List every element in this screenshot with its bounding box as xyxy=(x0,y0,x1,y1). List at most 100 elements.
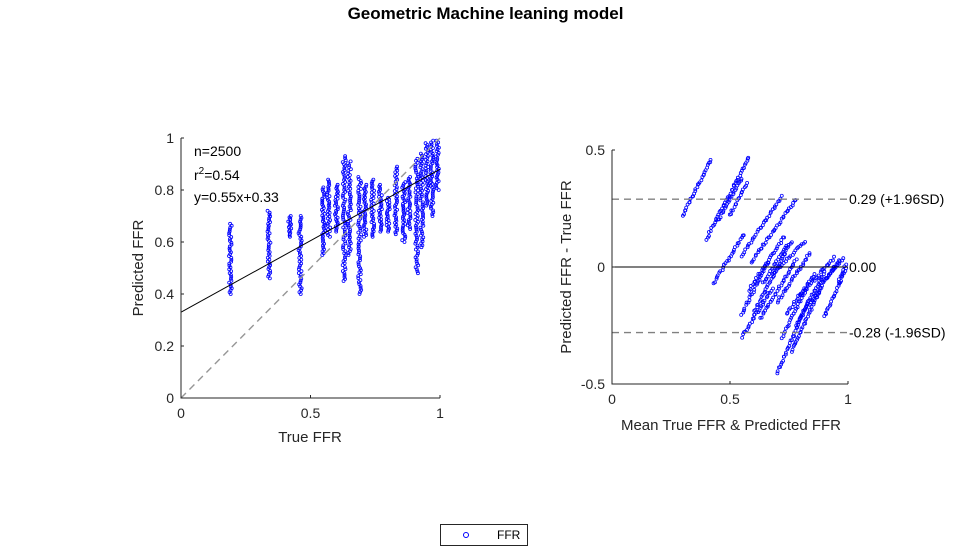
data-point xyxy=(408,209,413,213)
data-point xyxy=(362,225,367,230)
data-point xyxy=(743,161,748,166)
data-point xyxy=(801,261,806,266)
data-point xyxy=(407,205,412,210)
data-point xyxy=(799,242,804,247)
data-point xyxy=(370,207,374,212)
data-point xyxy=(780,293,785,298)
data-point xyxy=(431,210,436,215)
data-point xyxy=(394,219,399,223)
data-point xyxy=(756,271,761,276)
data-point xyxy=(421,212,425,216)
data-point xyxy=(327,183,332,188)
data-point xyxy=(321,245,326,250)
data-point xyxy=(320,200,325,205)
data-point xyxy=(416,208,420,212)
data-point xyxy=(413,166,418,171)
data-point xyxy=(413,241,418,246)
data-point xyxy=(321,217,326,222)
data-point xyxy=(288,214,293,218)
data-point xyxy=(423,163,428,168)
data-point xyxy=(811,302,816,307)
data-point xyxy=(401,203,405,208)
data-point xyxy=(358,238,363,243)
data-point xyxy=(356,202,361,207)
data-point xyxy=(810,278,815,283)
data-point xyxy=(370,212,375,217)
equation-annotation: y=0.55x+0.33 xyxy=(194,189,279,205)
data-point xyxy=(356,177,361,181)
data-point xyxy=(347,245,351,250)
data-point xyxy=(774,269,779,273)
data-point xyxy=(227,229,232,234)
data-point xyxy=(420,175,424,179)
data-point xyxy=(769,233,773,237)
data-point xyxy=(413,168,418,173)
data-point xyxy=(415,253,420,258)
data-point xyxy=(414,202,419,207)
data-point xyxy=(436,152,440,157)
data-point xyxy=(357,208,362,213)
data-point xyxy=(321,239,325,244)
data-point xyxy=(754,252,758,257)
data-point xyxy=(808,307,812,312)
figure-title: Geometric Machine leaning model xyxy=(347,4,624,23)
data-point xyxy=(750,320,755,325)
data-point xyxy=(419,245,424,250)
data-point xyxy=(395,164,399,169)
data-point xyxy=(431,189,435,194)
data-point xyxy=(379,226,383,231)
data-point xyxy=(791,302,796,306)
data-point xyxy=(428,178,433,183)
data-point xyxy=(787,283,791,288)
data-point xyxy=(322,223,327,227)
data-point xyxy=(394,196,399,201)
data-point xyxy=(729,194,734,199)
data-point xyxy=(265,208,270,213)
data-point xyxy=(751,316,756,321)
data-point xyxy=(325,196,330,200)
data-point xyxy=(346,169,351,174)
data-point xyxy=(822,266,827,270)
data-point xyxy=(769,209,773,214)
x-tick-label: 1 xyxy=(436,405,444,421)
data-point xyxy=(708,229,713,234)
data-point xyxy=(413,190,418,195)
data-point xyxy=(800,325,805,330)
data-point xyxy=(371,201,376,206)
data-point xyxy=(322,194,327,199)
data-point xyxy=(343,241,348,246)
data-point xyxy=(342,174,347,178)
data-point xyxy=(420,204,425,209)
data-point xyxy=(406,198,411,203)
data-point xyxy=(708,157,713,162)
data-point xyxy=(420,202,425,207)
y-tick-label: 0 xyxy=(166,390,174,406)
data-point xyxy=(777,286,781,291)
data-point xyxy=(774,246,779,251)
data-point xyxy=(379,193,384,198)
data-point xyxy=(297,233,302,237)
data-point xyxy=(740,187,745,192)
data-point xyxy=(348,229,352,234)
data-point xyxy=(429,180,433,184)
data-point xyxy=(320,202,325,207)
data-point xyxy=(729,208,734,213)
data-point xyxy=(723,261,728,266)
data-point xyxy=(320,187,325,192)
data-point xyxy=(342,187,347,192)
data-point xyxy=(343,249,348,254)
data-point xyxy=(408,201,413,206)
data-point xyxy=(405,210,410,215)
data-point xyxy=(760,280,765,285)
data-point xyxy=(777,242,781,246)
data-point xyxy=(393,174,397,178)
data-point xyxy=(334,229,339,234)
data-point xyxy=(296,267,301,272)
data-point xyxy=(768,255,772,260)
data-point xyxy=(424,192,429,197)
data-point xyxy=(798,299,803,304)
data-point xyxy=(413,186,418,191)
data-point xyxy=(372,221,376,226)
data-point xyxy=(326,179,331,184)
data-point xyxy=(394,228,399,233)
